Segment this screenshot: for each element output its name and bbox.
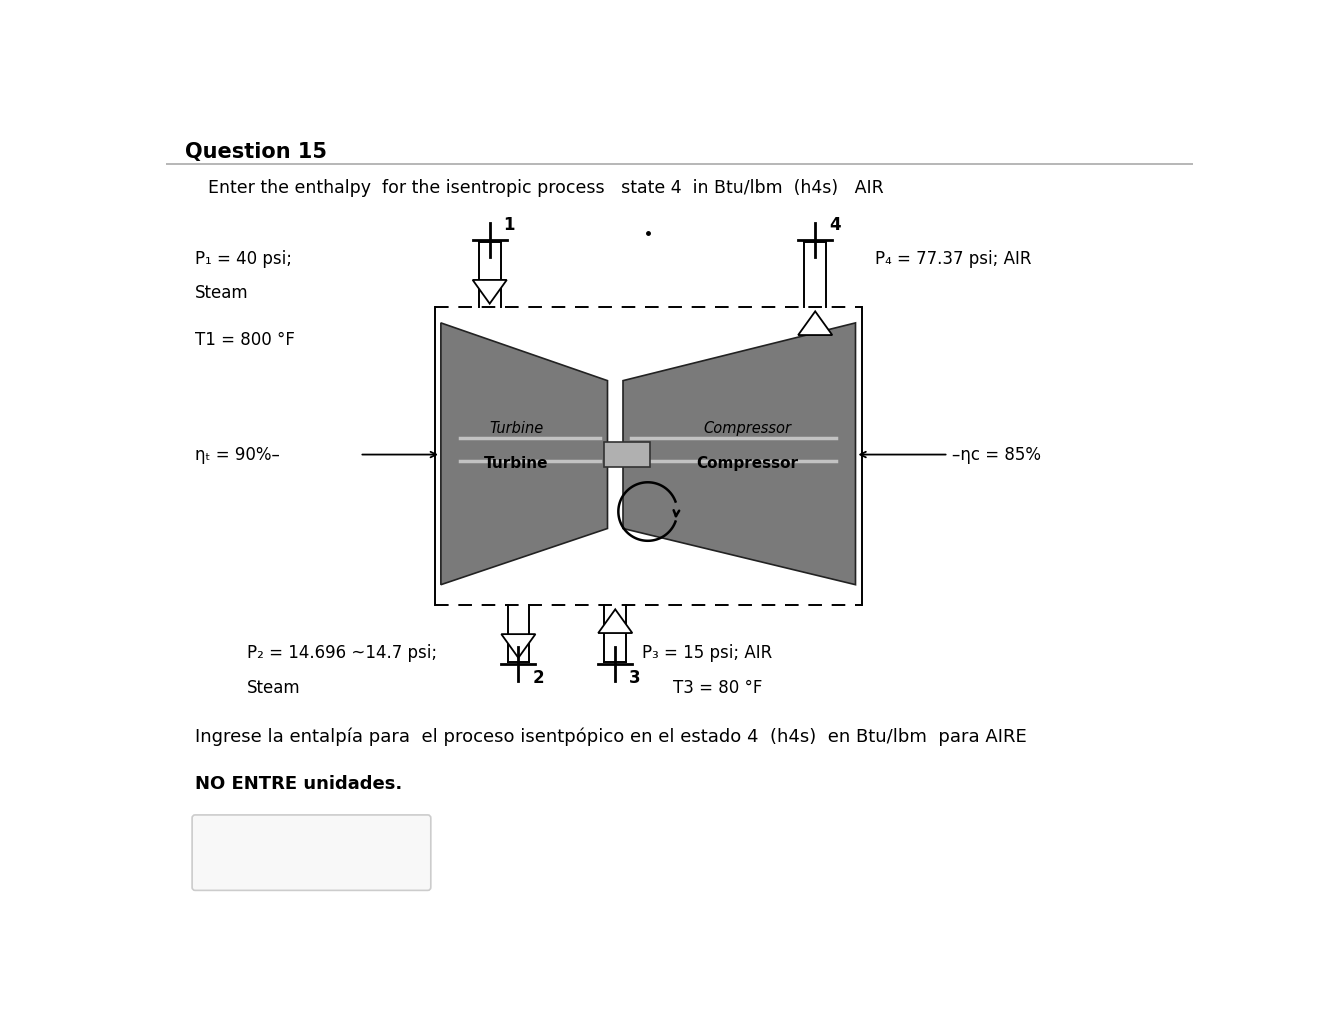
- Text: P₃ = 15 psi; AIR: P₃ = 15 psi; AIR: [642, 644, 773, 662]
- Text: Compressor: Compressor: [696, 456, 798, 471]
- Polygon shape: [598, 610, 633, 633]
- Text: P₄ = 77.37 psi; AIR: P₄ = 77.37 psi; AIR: [875, 250, 1032, 268]
- Text: 1: 1: [504, 216, 514, 235]
- Text: 3: 3: [630, 670, 640, 688]
- Text: 4: 4: [829, 216, 841, 235]
- Text: Ingrese la entalpía para  el proceso isentрópico en el estado 4  (h4s)  en Btu/l: Ingrese la entalpía para el proceso isen…: [195, 727, 1026, 746]
- Text: T1 = 800 °F: T1 = 800 °F: [195, 330, 296, 348]
- Text: –ηc = 85%: –ηc = 85%: [952, 446, 1041, 463]
- Polygon shape: [623, 323, 855, 584]
- Text: Turbine: Turbine: [484, 456, 549, 471]
- Text: ηₜ = 90%–: ηₜ = 90%–: [195, 446, 280, 463]
- Text: NO ENTRE unidades.: NO ENTRE unidades.: [195, 775, 403, 792]
- Text: 2: 2: [532, 670, 544, 688]
- Text: Steam: Steam: [195, 284, 249, 303]
- Polygon shape: [472, 280, 507, 304]
- Polygon shape: [798, 311, 833, 335]
- Text: P₂ = 14.696 ~14.7 psi;: P₂ = 14.696 ~14.7 psi;: [247, 644, 438, 662]
- Text: Question 15: Question 15: [186, 142, 328, 162]
- Text: Turbine: Turbine: [489, 421, 544, 436]
- Text: Enter the enthalpy  for the isentropic process   state 4  in Btu/lbm  (h4s)   AI: Enter the enthalpy for the isentropic pr…: [208, 179, 884, 197]
- Text: Compressor: Compressor: [703, 421, 792, 436]
- Text: T3 = 80 °F: T3 = 80 °F: [674, 680, 762, 697]
- Polygon shape: [501, 634, 536, 657]
- Bar: [603, 442, 650, 467]
- Text: P₁ = 40 psi;: P₁ = 40 psi;: [195, 250, 292, 268]
- FancyBboxPatch shape: [192, 815, 431, 890]
- Text: Steam: Steam: [247, 680, 301, 697]
- Polygon shape: [440, 323, 607, 584]
